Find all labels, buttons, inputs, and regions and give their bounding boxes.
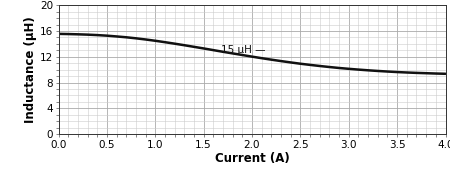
Text: 15 μH —: 15 μH — [221,45,266,55]
Y-axis label: Inductance (μH): Inductance (μH) [24,16,37,123]
X-axis label: Current (A): Current (A) [215,153,289,165]
